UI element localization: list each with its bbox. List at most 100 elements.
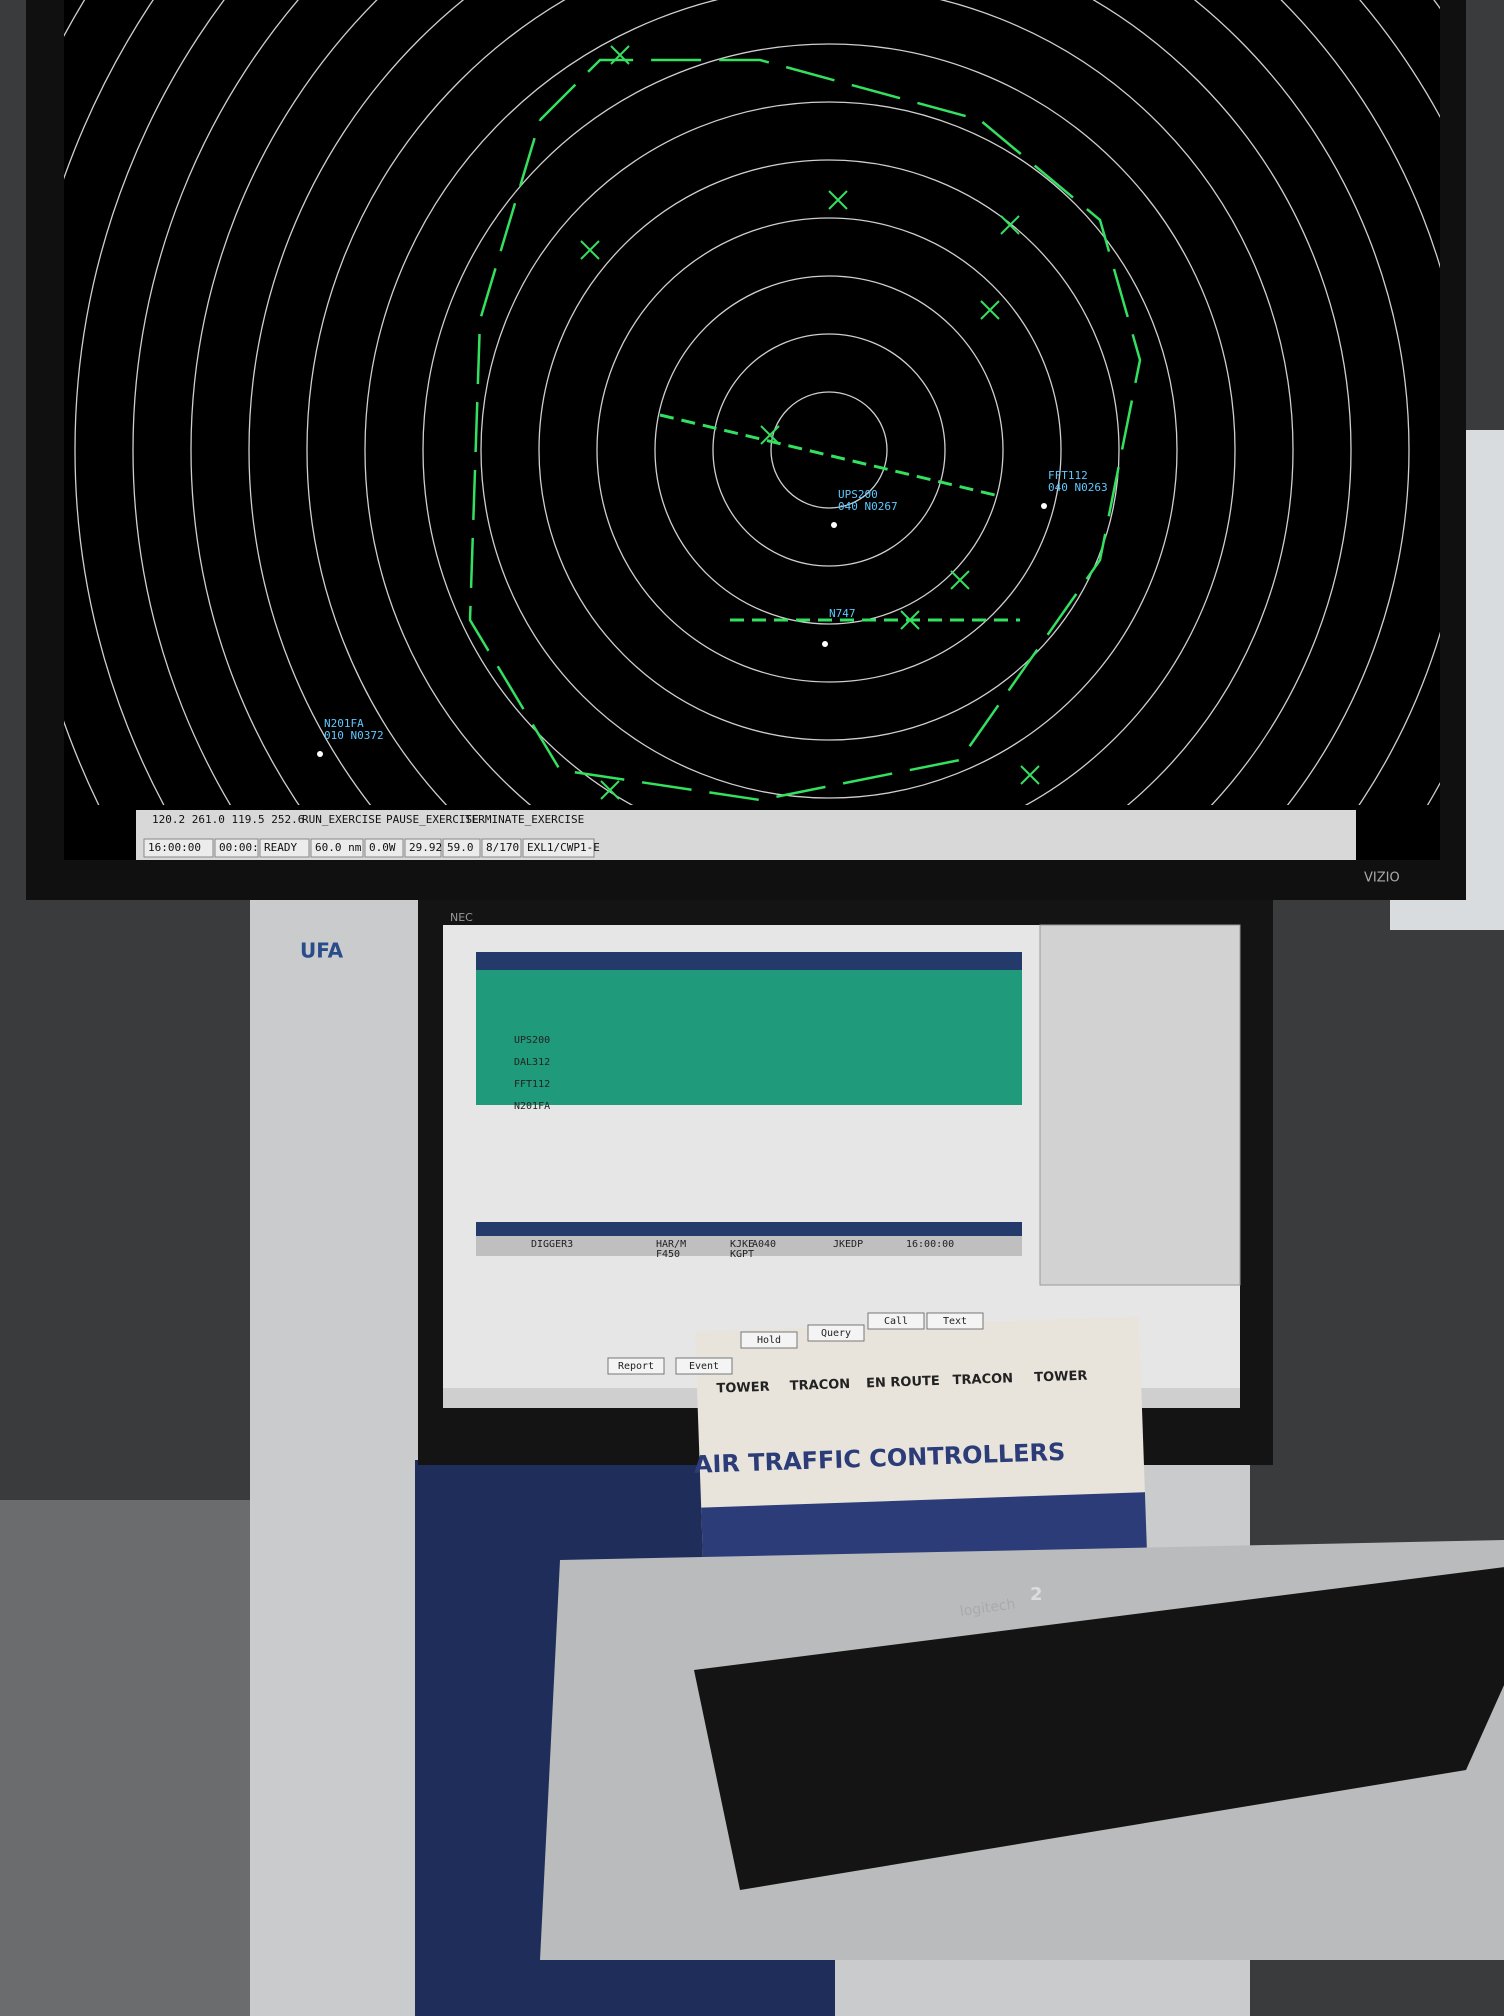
button-label: Call [884, 1316, 908, 1327]
screen-button [675, 1357, 733, 1375]
aircraft [831, 522, 837, 528]
status-cell [259, 838, 310, 858]
aircraft [317, 751, 323, 757]
fix-marker [1020, 765, 1040, 785]
range-ring [306, 0, 1352, 805]
target-callsign: N201FA [324, 717, 364, 730]
menu-item: PAUSE_EXERCISE [386, 813, 479, 826]
status-value: 59.0 [447, 841, 474, 854]
flight-callsign: FFT112 [514, 1079, 550, 1090]
range-ring [248, 0, 1410, 805]
status-value: 16:00:00 [148, 841, 201, 854]
status-value: 60.0 nm [315, 841, 362, 854]
status-cell [143, 838, 214, 858]
poster-header: TOWER [1034, 1369, 1088, 1386]
poster-header: TRACON [952, 1371, 1013, 1388]
approach-course [659, 413, 996, 497]
target-callsign: N747 [829, 607, 856, 620]
status-cell [310, 838, 364, 858]
fix-marker [600, 780, 620, 800]
screen-button [740, 1331, 798, 1349]
button-label: Event [689, 1361, 719, 1372]
status-value: 8/170 [486, 841, 519, 854]
range-ring [364, 0, 1294, 805]
fix-marker [900, 610, 920, 630]
status-value: 0.0W [369, 841, 396, 854]
screen-button [607, 1357, 665, 1375]
flight-callsign: N201FA [514, 1101, 550, 1112]
pending-field: A040 [752, 1239, 776, 1250]
range-ring [190, 0, 1440, 805]
range-ring [712, 333, 946, 567]
keyboard [694, 1567, 1504, 1890]
range-ring [422, 43, 1236, 805]
range-ring [654, 275, 1004, 625]
button-label: Text [943, 1316, 967, 1327]
pending-field: JKEDP [833, 1239, 863, 1250]
status-value: 00:00:00 [219, 841, 272, 854]
keyboard-model: 2 [1030, 1584, 1043, 1605]
range-ring [132, 0, 1440, 805]
side-panel [1039, 924, 1241, 1286]
screen-button [926, 1312, 984, 1330]
fix-marker [760, 425, 780, 445]
fix-marker [950, 570, 970, 590]
range-ring [74, 0, 1440, 805]
stand-logo: UFA [300, 939, 344, 963]
pending-field: 16:00:00 [906, 1239, 954, 1250]
range-ring [770, 391, 888, 509]
range-ring [538, 159, 1120, 741]
poster-header: TRACON [790, 1377, 851, 1394]
fix-marker [610, 45, 630, 65]
lower-monitor-brand: NEC [450, 911, 473, 924]
pending-row [476, 1236, 1022, 1256]
button-label: Query [821, 1328, 851, 1339]
flight-callsign: UPS200 [514, 1035, 550, 1046]
status-cell [214, 838, 259, 858]
pending-field: HAR/M [656, 1239, 686, 1250]
target-callsign: FFT112 [1048, 469, 1088, 482]
poster-header: TOWER [716, 1380, 770, 1397]
target-data: 040 N0263 [1048, 481, 1108, 494]
menu-item: TERMINATE_EXERCISE [465, 813, 584, 826]
fix-marker [828, 190, 848, 210]
range-ring [480, 101, 1178, 799]
pending-field: F450 [656, 1249, 680, 1260]
status-cell [364, 838, 404, 858]
airspace-boundary [468, 58, 1142, 802]
menu-item: RUN_EXERCISE [302, 813, 381, 826]
monitor-brand: VIZIO [1364, 871, 1400, 886]
pending-header [476, 1222, 1022, 1236]
pending-field: KGPT [730, 1249, 754, 1260]
frequencies: 120.2 261.0 119.5 252.6 [152, 813, 304, 826]
keyboard-brand: logitech [959, 1596, 1017, 1620]
target-data: 040 N0267 [838, 500, 898, 513]
radar-screen [64, 0, 1440, 860]
status-cell [442, 838, 481, 858]
fix-marker [1000, 215, 1020, 235]
status-value: EXL1/CWP1-E [527, 841, 600, 854]
status-cell [404, 838, 442, 858]
button-label: Hold [757, 1335, 781, 1346]
screen-button [867, 1312, 925, 1330]
status-cell [522, 838, 595, 858]
flight-list-header [476, 952, 1022, 970]
status-cell [481, 838, 522, 858]
range-ring [596, 217, 1062, 683]
aircraft [1041, 503, 1047, 509]
pending-field: DIGGER3 [531, 1239, 573, 1250]
target-data: 010 N0372 [324, 729, 384, 742]
status-value: 29.92 [409, 841, 442, 854]
fix-marker [980, 300, 1000, 320]
poster-header: EN ROUTE [866, 1374, 940, 1392]
aircraft [822, 641, 828, 647]
button-label: Report [618, 1361, 654, 1372]
flight-callsign: DAL312 [514, 1057, 550, 1068]
target-callsign: UPS200 [838, 488, 878, 501]
status-value: READY [264, 841, 297, 854]
screen-button [807, 1324, 865, 1342]
flight-list [476, 970, 1022, 1105]
fix-marker [580, 240, 600, 260]
